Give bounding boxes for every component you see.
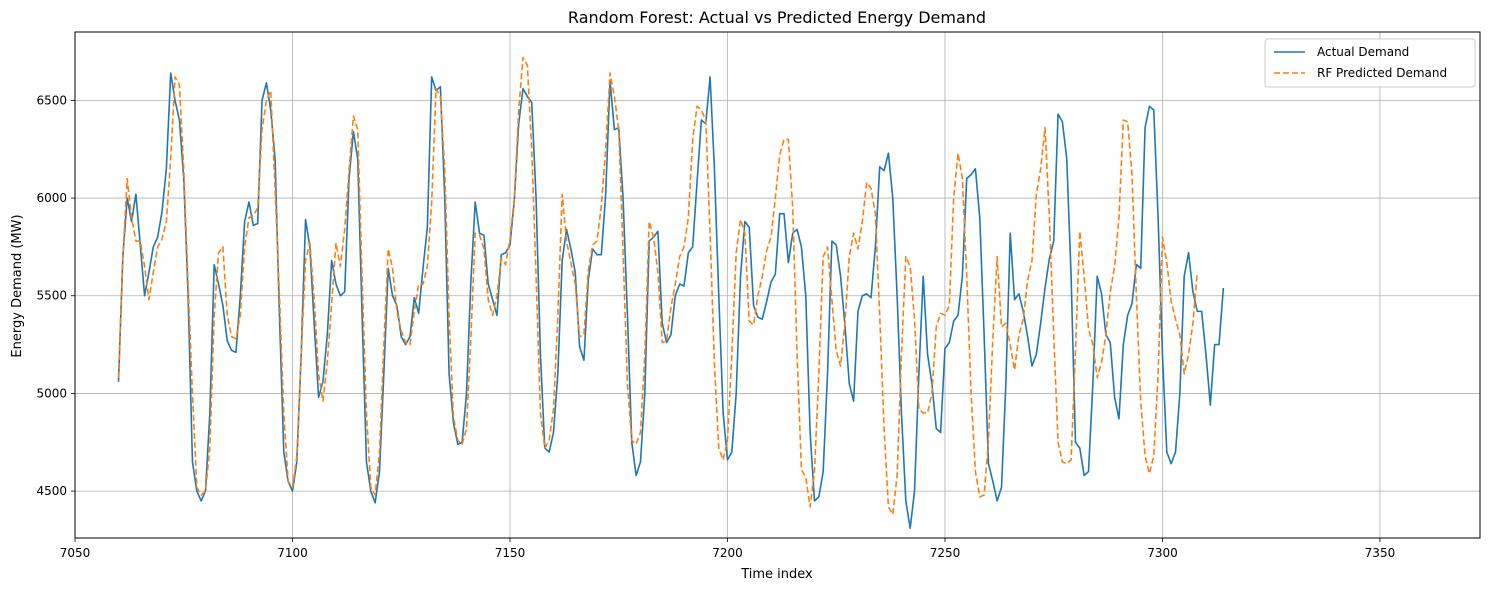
x-tick-label: 7300 <box>1147 546 1178 560</box>
x-tick-label: 7350 <box>1365 546 1396 560</box>
plot-frame <box>74 31 1481 539</box>
x-tick-label: 7250 <box>930 546 961 560</box>
y-axis-label: Energy Demand (MW) <box>10 214 25 357</box>
chart-title: Random Forest: Actual vs Predicted Energ… <box>568 8 986 27</box>
legend-box <box>1264 38 1476 88</box>
legend-label: Actual Demand <box>1317 45 1409 59</box>
x-tick-label: 7100 <box>277 546 308 560</box>
y-tick-label: 4500 <box>36 484 67 498</box>
grid-lines <box>74 32 1480 538</box>
x-tick-label: 7050 <box>60 546 91 560</box>
legend-label: RF Predicted Demand <box>1317 66 1447 80</box>
x-tick-label: 7200 <box>712 546 743 560</box>
y-tick-label: 5000 <box>36 386 67 400</box>
x-tick-label: 7150 <box>495 546 526 560</box>
y-tick-label: 6000 <box>36 191 67 205</box>
legend: Actual Demand RF Predicted Demand <box>1264 38 1476 88</box>
x-axis-label: Time index <box>740 567 813 582</box>
series-line-actual-demand <box>117 72 1225 530</box>
y-tick-label: 5500 <box>36 289 67 303</box>
series-layer <box>117 56 1225 530</box>
y-axis-ticks: 4500 5000 5500 6000 6500 <box>36 93 75 498</box>
x-axis-ticks: 7050 7100 7150 7200 7250 7300 7350 <box>60 538 1396 560</box>
y-tick-label: 6500 <box>36 93 67 107</box>
series-line-rf-predicted-demand <box>117 56 1199 516</box>
